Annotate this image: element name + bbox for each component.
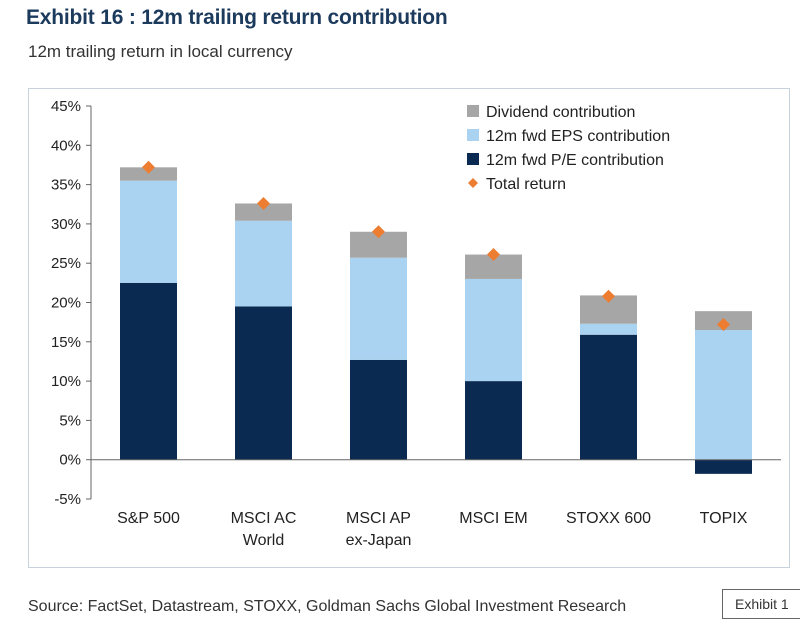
x-tick-label: World — [243, 532, 285, 549]
bar-segment — [235, 203, 292, 221]
legend-swatch — [467, 153, 479, 165]
y-tick-label: 45% — [51, 98, 81, 115]
x-tick-label: MSCI EM — [459, 510, 527, 527]
bar-segment — [350, 257, 407, 360]
legend-label: Dividend contribution — [486, 104, 635, 121]
total-return-marker — [372, 225, 385, 239]
bar-segment — [120, 282, 177, 460]
y-tick-label: 10% — [51, 373, 81, 390]
x-tick-label: STOXX 600 — [566, 510, 651, 527]
total-return-marker — [142, 160, 155, 174]
total-return-marker — [257, 196, 270, 210]
exhibit-badge: Exhibit 1 — [722, 589, 800, 619]
legend-swatch — [468, 178, 478, 188]
y-tick-label: -5% — [54, 491, 81, 508]
x-tick-label: TOPIX — [700, 510, 748, 527]
bar-segment — [465, 381, 522, 460]
bar-segment — [695, 330, 752, 460]
exhibit-subtitle: 12m trailing return in local currency — [28, 42, 293, 61]
bar-segment — [235, 306, 292, 460]
bar-segment — [350, 359, 407, 460]
bar-segment — [120, 167, 177, 181]
x-tick-label: ex-Japan — [346, 532, 412, 549]
y-tick-label: 40% — [51, 137, 81, 154]
exhibit-title: Exhibit 16 : 12m trailing return contrib… — [26, 6, 448, 29]
bar-segment — [120, 180, 177, 283]
y-tick-label: 5% — [59, 412, 81, 429]
y-tick-label: 35% — [51, 177, 81, 194]
legend-swatch — [467, 105, 479, 117]
stacked-bar-chart: -5% 0% 5% 10% 15% 20% 25% 30% 35% 40% 45% S&P 500 MS… — [51, 98, 781, 549]
y-tick-label: 20% — [51, 295, 81, 312]
legend-swatch — [467, 129, 479, 141]
legend-label: Total return — [486, 176, 566, 193]
total-return-marker — [487, 248, 500, 262]
y-tick-label: 30% — [51, 216, 81, 233]
legend-label: 12m fwd EPS contribution — [486, 128, 670, 145]
bar-segment — [465, 278, 522, 382]
total-return-marker — [717, 318, 730, 332]
total-return-marker — [602, 289, 615, 303]
bar-segment — [580, 334, 637, 460]
bar-segment — [695, 459, 752, 474]
legend-label: 12m fwd P/E contribution — [486, 152, 664, 169]
source-note: Source: FactSet, Datastream, STOXX, Gold… — [28, 598, 627, 615]
x-tick-label: MSCI AP — [346, 510, 411, 527]
bar-segment — [580, 323, 637, 335]
x-tick-label: MSCI AC — [231, 510, 297, 527]
y-tick-label: 15% — [51, 334, 81, 351]
chart-frame: -5% 0% 5% 10% 15% 20% 25% 30% 35% 40% 45% S&P 500 MS… — [28, 88, 790, 568]
x-tick-label: S&P 500 — [117, 510, 180, 527]
y-tick-label: 0% — [59, 452, 81, 469]
y-tick-label: 25% — [51, 255, 81, 272]
bar-segment — [235, 220, 292, 307]
